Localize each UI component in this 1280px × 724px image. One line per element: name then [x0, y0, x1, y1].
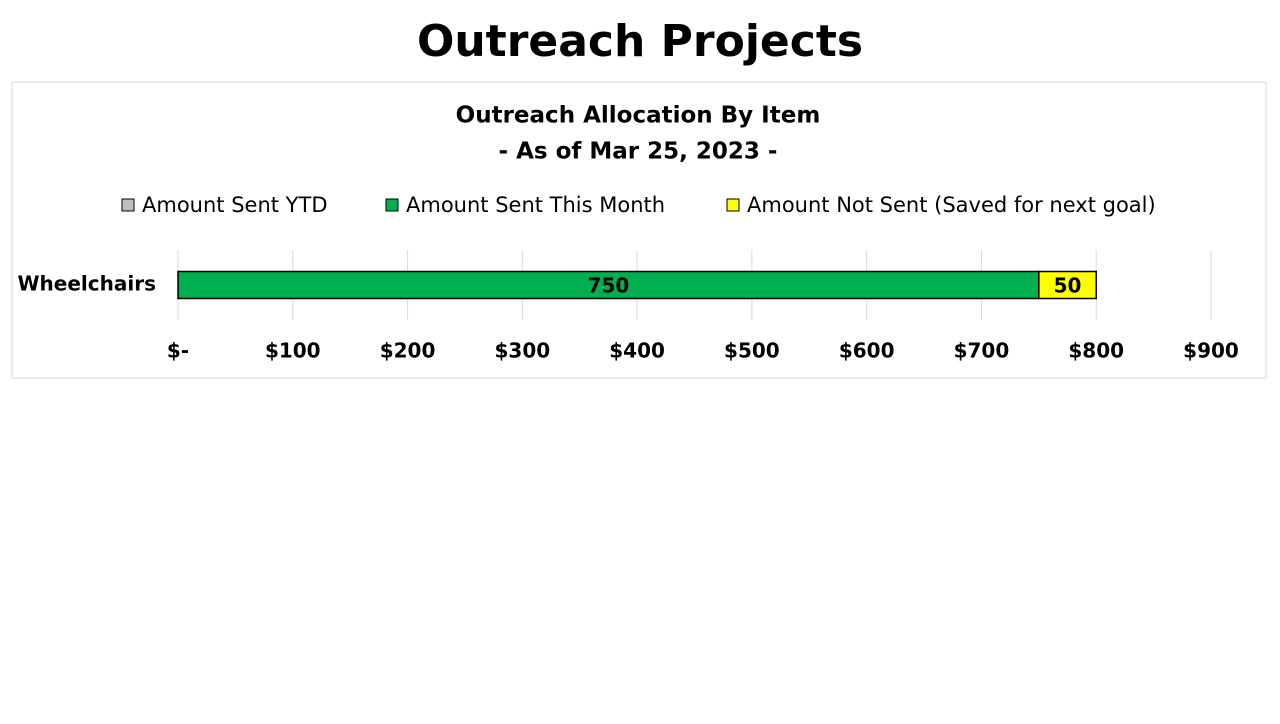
data-label: 750 — [588, 274, 630, 298]
x-tick-label: $300 — [494, 339, 550, 363]
x-tick-label: $- — [167, 339, 189, 363]
legend-swatch — [726, 198, 740, 212]
chart-title: Outreach Allocation By Item — [456, 103, 821, 129]
bar-segment — [1038, 270, 1097, 300]
bar-segment — [177, 270, 1040, 300]
x-tick-label: $900 — [1183, 339, 1239, 363]
legend-swatch — [121, 198, 135, 212]
chart-frame — [11, 81, 1267, 379]
legend-label: Amount Sent This Month — [406, 193, 665, 217]
x-tick-label: $800 — [1068, 339, 1124, 363]
data-label: 50 — [1054, 274, 1082, 298]
legend-label: Amount Sent YTD — [142, 193, 328, 217]
y-tick-label: Wheelchairs — [18, 272, 157, 296]
slide-title: Outreach Projects — [417, 16, 863, 67]
x-tick-label: $500 — [724, 339, 780, 363]
x-tick-label: $200 — [380, 339, 436, 363]
chart-subtitle: - As of Mar 25, 2023 - — [499, 139, 778, 165]
x-tick-label: $600 — [839, 339, 895, 363]
x-tick-label: $100 — [265, 339, 321, 363]
legend-label: Amount Not Sent (Saved for next goal) — [747, 193, 1156, 217]
legend-swatch — [385, 198, 399, 212]
x-tick-label: $400 — [609, 339, 665, 363]
x-tick-label: $700 — [954, 339, 1010, 363]
